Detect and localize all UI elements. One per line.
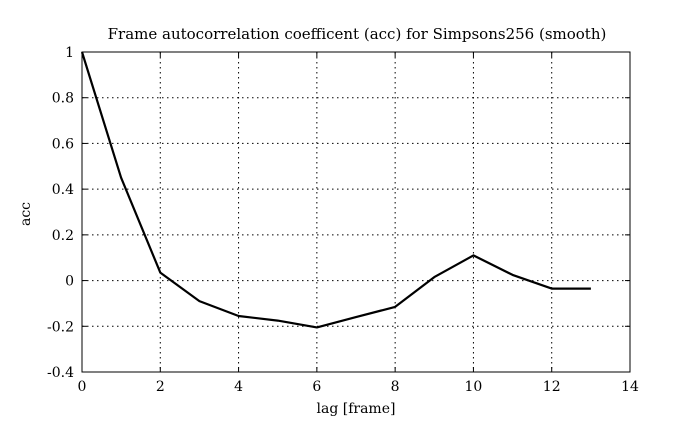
x-tick-labels: 0 2 4 6 8 10 12 14	[78, 379, 639, 395]
axis-ticks	[81, 51, 631, 373]
x-tick-label: 0	[78, 379, 87, 395]
x-tick-label: 4	[234, 379, 243, 395]
plot-frame	[81, 51, 631, 373]
x-tick-label: 12	[543, 379, 561, 395]
x-tick-label: 6	[312, 379, 321, 395]
y-tick-label: 0.6	[52, 136, 74, 152]
y-tick-label: -0.2	[47, 319, 74, 335]
x-tick-label: 10	[465, 379, 483, 395]
y-axis-label: acc	[18, 202, 34, 226]
y-tick-label: 0.8	[52, 91, 74, 107]
chart-title: Frame autocorrelation coefficent (acc) f…	[108, 25, 607, 43]
y-tick-label: 0.4	[52, 182, 74, 198]
x-axis-label: lag [frame]	[317, 401, 396, 417]
y-tick-label: 0	[65, 274, 74, 290]
y-tick-label: -0.4	[47, 365, 74, 381]
x-tick-label: 14	[621, 379, 639, 395]
x-tick-label: 2	[156, 379, 165, 395]
y-tick-label: 1	[65, 45, 74, 61]
grid	[82, 52, 630, 372]
series-layer	[80, 51, 591, 329]
series-line	[80, 51, 591, 329]
y-tick-labels: -0.4 -0.2 0 0.2 0.4 0.6 0.8 1	[47, 45, 74, 381]
y-tick-label: 0.2	[52, 228, 74, 244]
x-tick-label: 8	[391, 379, 400, 395]
